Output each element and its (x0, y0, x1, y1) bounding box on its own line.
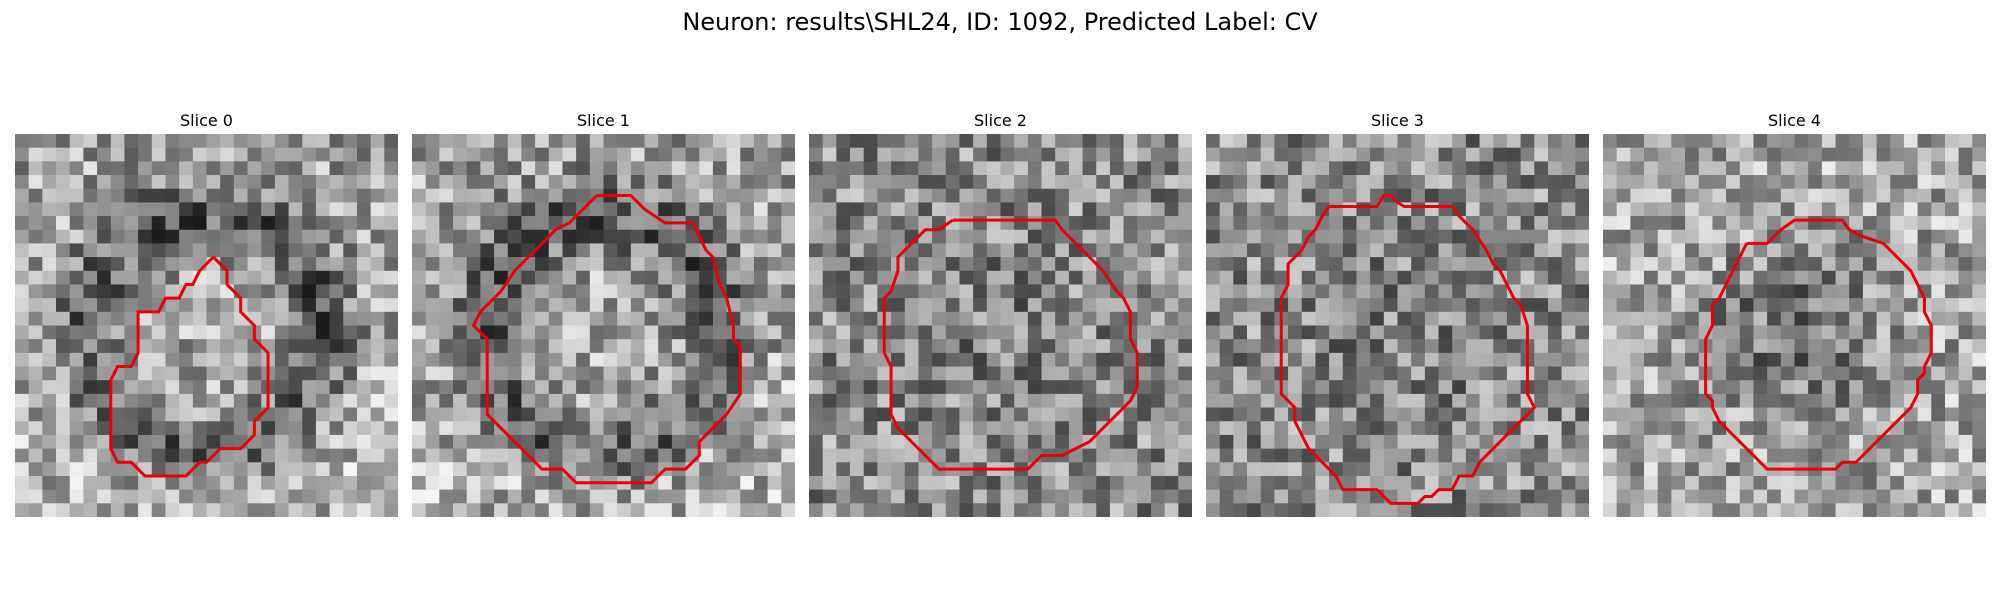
slice-panel-1: Slice 1 (412, 110, 795, 520)
roi-contour-4 (1704, 218, 1933, 471)
figure-title: Neuron: results\SHL24, ID: 1092, Predict… (682, 8, 1318, 36)
roi-contour-0 (109, 256, 270, 478)
slice-image-3 (1206, 134, 1589, 517)
slice-image-2 (809, 134, 1192, 517)
slice-title-0: Slice 0 (180, 111, 233, 130)
slice-image-4 (1603, 134, 1986, 517)
roi-contour-1 (471, 194, 742, 485)
slice-title-2: Slice 2 (974, 111, 1027, 130)
slice-panel-4: Slice 4 (1603, 110, 1986, 520)
roi-contour-3 (1279, 194, 1537, 505)
slice-title-4: Slice 4 (1768, 111, 1821, 130)
slice-title-3: Slice 3 (1371, 111, 1424, 130)
slice-panel-2: Slice 2 (809, 110, 1192, 520)
roi-contour-2 (882, 218, 1139, 471)
slice-panel-0: Slice 0 (15, 110, 398, 520)
slice-panel-3: Slice 3 (1206, 110, 1589, 520)
slice-title-1: Slice 1 (577, 111, 630, 130)
slice-image-0 (15, 134, 398, 517)
slice-image-1 (412, 134, 795, 517)
